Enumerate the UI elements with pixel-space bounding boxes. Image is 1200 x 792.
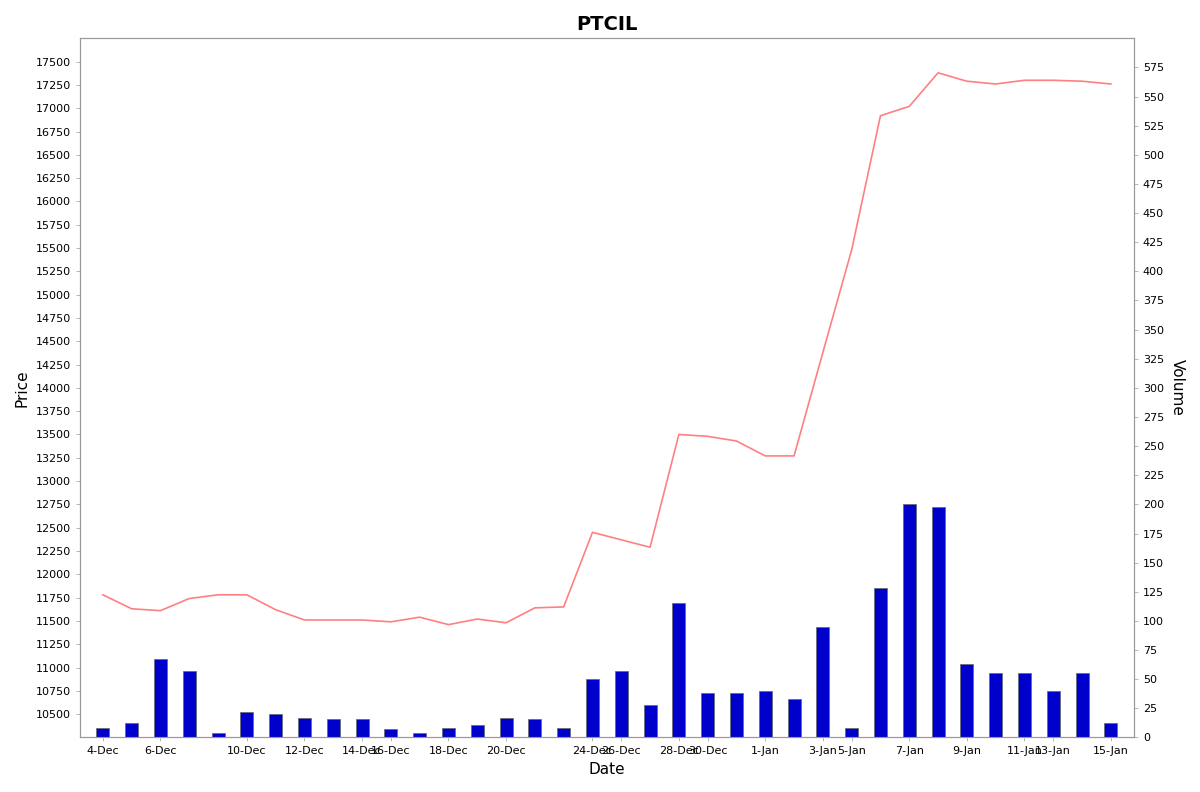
Bar bbox=[701, 693, 714, 737]
X-axis label: Date: Date bbox=[588, 762, 625, 777]
Bar bbox=[442, 728, 455, 737]
Bar bbox=[643, 705, 656, 737]
Bar bbox=[240, 712, 253, 737]
Y-axis label: Price: Price bbox=[14, 369, 30, 406]
Bar bbox=[845, 728, 858, 737]
Bar bbox=[758, 691, 772, 737]
Bar bbox=[1104, 723, 1117, 737]
Bar bbox=[557, 728, 570, 737]
Bar bbox=[787, 699, 800, 737]
Bar bbox=[989, 673, 1002, 737]
Title: PTCIL: PTCIL bbox=[576, 15, 637, 34]
Bar bbox=[298, 718, 311, 737]
Bar bbox=[470, 725, 484, 737]
Bar bbox=[614, 671, 628, 737]
Bar bbox=[1046, 691, 1060, 737]
Bar bbox=[326, 719, 340, 737]
Bar bbox=[730, 693, 743, 737]
Bar bbox=[182, 671, 196, 737]
Bar bbox=[960, 664, 973, 737]
Bar bbox=[874, 588, 887, 737]
Bar bbox=[355, 719, 368, 737]
Bar bbox=[528, 719, 541, 737]
Bar bbox=[499, 718, 512, 737]
Bar bbox=[816, 626, 829, 737]
Bar bbox=[125, 723, 138, 737]
Y-axis label: Volume: Volume bbox=[1170, 360, 1186, 417]
Bar bbox=[384, 729, 397, 737]
Bar bbox=[902, 505, 916, 737]
Bar bbox=[269, 714, 282, 737]
Bar bbox=[413, 733, 426, 737]
Bar bbox=[931, 507, 944, 737]
Bar bbox=[96, 728, 109, 737]
Bar bbox=[672, 604, 685, 737]
Bar bbox=[154, 660, 167, 737]
Bar bbox=[586, 680, 599, 737]
Bar bbox=[211, 733, 224, 737]
Bar bbox=[1075, 673, 1088, 737]
Bar bbox=[1018, 673, 1031, 737]
